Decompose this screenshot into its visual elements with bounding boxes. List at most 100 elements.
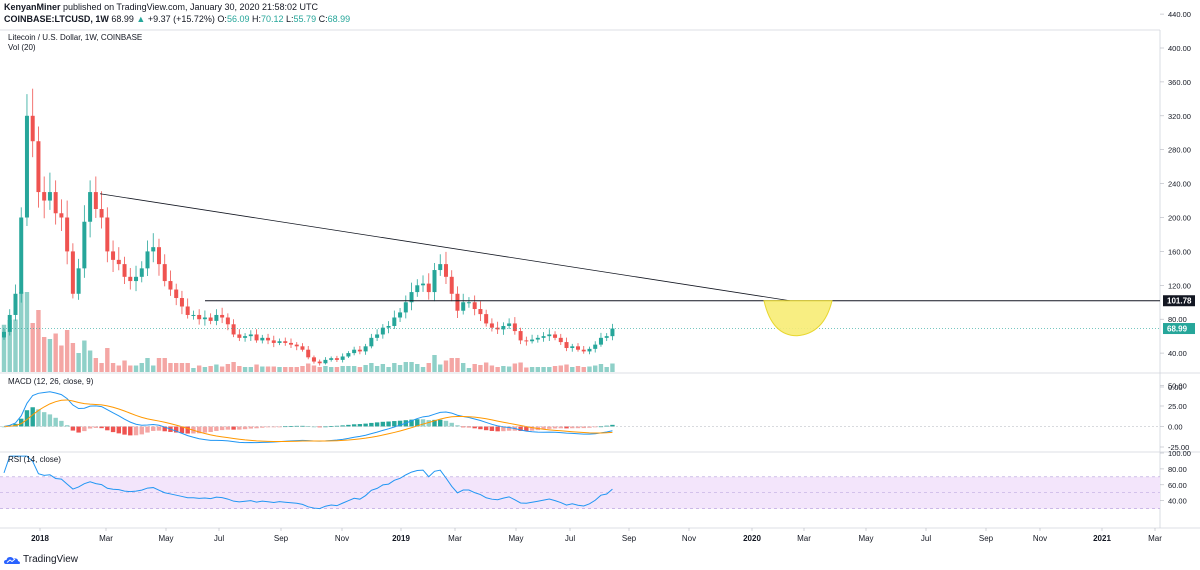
- macd-histogram-bar: [426, 420, 431, 427]
- volume-bar: [277, 367, 282, 372]
- volume-bar: [415, 364, 420, 372]
- candle-body: [461, 302, 466, 311]
- volume-bar: [283, 367, 288, 372]
- macd-axis[interactable]: 50.00 25.00 0.00 -25.00: [1160, 382, 1189, 453]
- volume-bar: [535, 367, 541, 372]
- candle-body: [438, 264, 443, 271]
- rsi-axis[interactable]: 100.00 80.00 60.00 40.00: [1160, 449, 1191, 506]
- volume-bar: [472, 364, 477, 372]
- price-axis-label: 320.00: [1168, 112, 1191, 121]
- author-name[interactable]: KenyanMiner: [4, 2, 61, 12]
- macd-histogram-bar: [346, 424, 351, 427]
- volume-bar: [53, 333, 58, 372]
- price-candles[interactable]: [2, 88, 615, 366]
- candle-body: [392, 317, 397, 326]
- candle-body: [42, 192, 47, 201]
- candle-body: [174, 289, 179, 299]
- candle-body: [289, 342, 293, 345]
- volume-bar: [7, 320, 12, 372]
- candle-body: [581, 349, 586, 352]
- macd-histogram-bar: [317, 426, 322, 428]
- candle-body: [93, 192, 98, 210]
- candle-body: [593, 344, 598, 349]
- volume-bar: [265, 366, 271, 372]
- macd-histogram-bar: [432, 419, 437, 427]
- volume-bar: [380, 364, 386, 372]
- price-axis-label: 40.00: [1168, 349, 1187, 358]
- tradingview-logo[interactable]: TradingView: [4, 554, 78, 565]
- price-axis-label: 200.00: [1168, 214, 1191, 223]
- candle-body: [323, 359, 328, 364]
- volume-bar: [242, 367, 248, 372]
- time-axis-label: Mar: [1148, 534, 1162, 543]
- candle-body: [111, 251, 116, 260]
- volume-bar: [570, 367, 575, 372]
- macd-histogram-bar: [99, 426, 104, 429]
- candle-body: [76, 268, 81, 294]
- macd-histogram-bar: [323, 426, 328, 428]
- volume-bar: [478, 365, 483, 372]
- candle-body: [59, 213, 64, 218]
- macd-histogram-bar: [248, 426, 254, 429]
- volume-bar: [1, 324, 7, 372]
- volume-bar: [133, 365, 139, 372]
- macd-histogram-bar: [610, 424, 615, 427]
- macd-histogram-bar: [260, 426, 265, 428]
- candle-body: [369, 337, 374, 347]
- candle-body: [604, 336, 609, 338]
- volume-bar: [82, 340, 87, 372]
- volume-bar: [202, 367, 208, 372]
- rsi-axis-label: 80.00: [1168, 465, 1187, 474]
- volume-bar: [610, 363, 615, 372]
- macd-histogram-bar: [478, 426, 483, 430]
- rsi-label: RSI (14, close): [8, 455, 61, 464]
- macd-histogram-bar: [420, 419, 426, 427]
- macd-label: MACD (12, 26, close, 9): [8, 377, 94, 386]
- volume-bar: [219, 366, 225, 372]
- symbol-name[interactable]: COINBASE:LTCUSD, 1W: [4, 14, 109, 24]
- close-label: C:: [318, 14, 328, 24]
- candle-body: [197, 314, 202, 320]
- macd-histogram-bar: [506, 426, 512, 431]
- candle-body: [564, 342, 569, 349]
- price-axis-label: 440.00: [1168, 10, 1191, 19]
- macd-histogram-bar: [449, 422, 454, 427]
- volume-bar: [374, 366, 380, 372]
- volume-bar: [489, 365, 495, 372]
- macd-histogram-bar: [455, 425, 460, 427]
- resistance-price-tag: 101.78: [1163, 295, 1195, 307]
- macd-histogram-bar: [82, 426, 87, 432]
- macd-histogram-bar: [397, 420, 403, 427]
- price-axis[interactable]: 440.00 400.00 360.00 320.00 280.00 240.00 200.…: [1160, 10, 1191, 392]
- macd-histogram-bar: [328, 426, 334, 427]
- volume-bar: [403, 362, 408, 372]
- volume-bar: [392, 363, 397, 372]
- volume-bar: [512, 363, 518, 372]
- volume-bar: [604, 367, 609, 372]
- open-value: 56.09: [226, 14, 250, 24]
- volume-bar: [558, 365, 563, 372]
- macd-histogram-bar: [374, 422, 380, 427]
- macd-histogram-bar: [1, 426, 7, 428]
- candle-body: [432, 270, 437, 293]
- candle-body: [495, 327, 500, 330]
- macd-histogram-bar: [438, 419, 443, 427]
- cup-annotation[interactable]: [763, 300, 833, 337]
- volume-bar: [455, 358, 460, 372]
- candle-body: [576, 346, 580, 350]
- candle-body: [53, 192, 58, 214]
- candle-body: [530, 339, 535, 342]
- chart-grid: [0, 29, 1200, 529]
- volume-bar: [225, 364, 231, 372]
- volume-bar: [420, 367, 426, 372]
- candle-body: [134, 276, 139, 282]
- volume-bar: [575, 366, 581, 372]
- macd-histogram-bar: [237, 426, 242, 430]
- trendline[interactable]: [99, 193, 791, 302]
- candle-body: [472, 302, 477, 310]
- svg-text:68.99: 68.99: [1167, 325, 1188, 334]
- time-axis[interactable]: 2018 Mar May Jul Sep Nov 2019 Mar May Jul Sep Nov 20…: [31, 528, 1162, 543]
- macd-histogram-bar: [30, 407, 35, 427]
- candle-body: [449, 276, 454, 294]
